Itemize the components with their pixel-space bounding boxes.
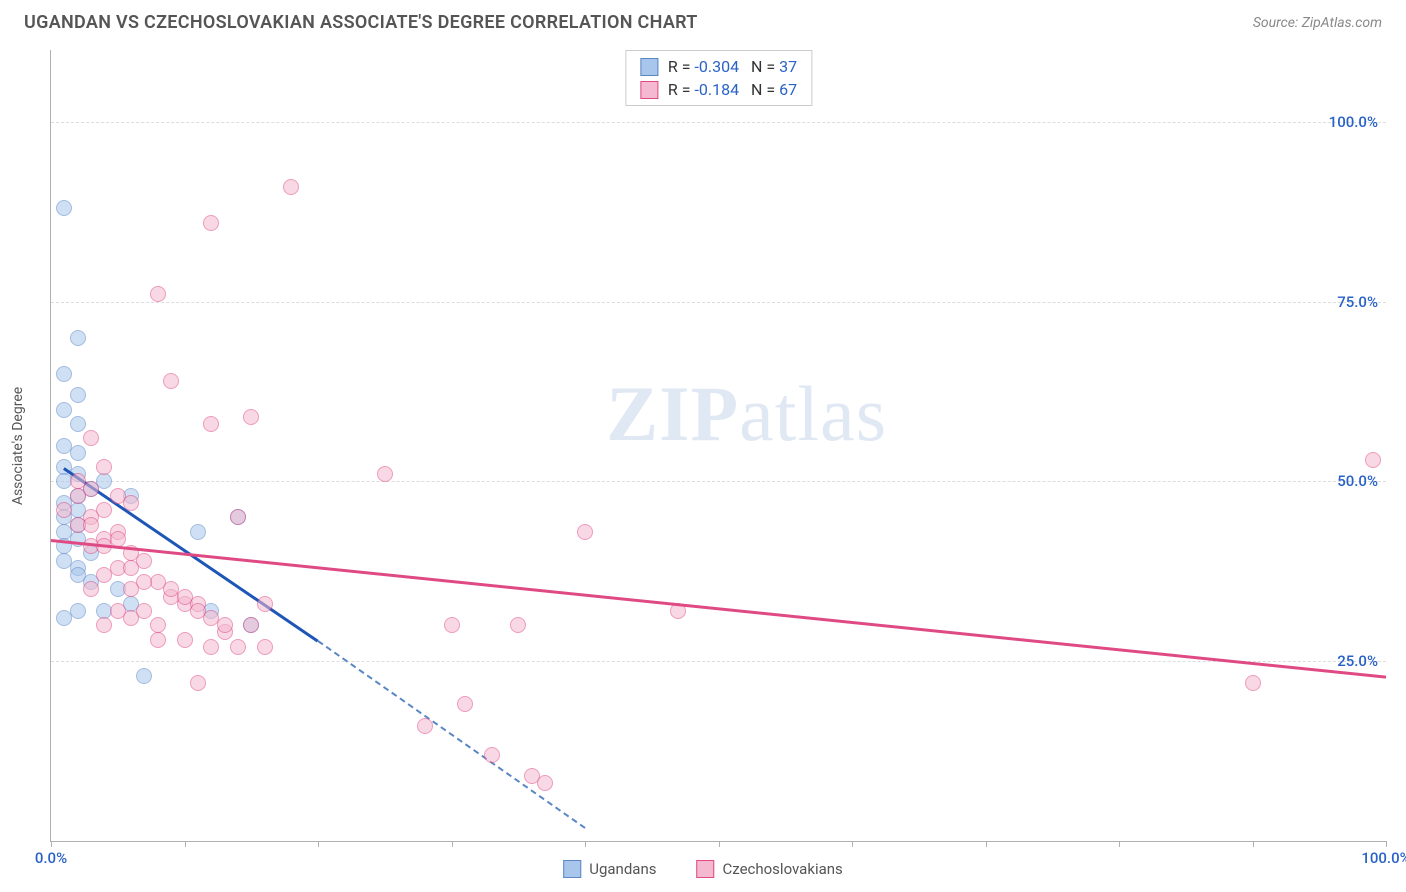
chart-title: UGANDAN VS CZECHOSLOVAKIAN ASSOCIATE'S D… xyxy=(24,12,698,33)
data-point xyxy=(243,409,259,425)
data-point xyxy=(163,373,179,389)
data-point xyxy=(56,502,72,518)
data-point xyxy=(230,639,246,655)
x-tick xyxy=(452,841,453,847)
data-point xyxy=(510,617,526,633)
gridline xyxy=(51,661,1386,662)
source-attribution: Source: ZipAtlas.com xyxy=(1253,15,1382,31)
x-tick xyxy=(585,841,586,847)
series-legend: Ugandans Czechoslovakians xyxy=(563,860,843,878)
data-point xyxy=(96,567,112,583)
legend-swatch xyxy=(640,58,658,76)
legend-stat-text: R = -0.304 N = 37 xyxy=(668,57,797,76)
watermark: ZIPatlas xyxy=(606,369,887,459)
x-tick xyxy=(318,841,319,847)
data-point xyxy=(123,560,139,576)
data-point xyxy=(257,639,273,655)
y-tick-label: 75.0% xyxy=(1337,293,1378,311)
source-prefix: Source: xyxy=(1253,15,1302,31)
y-tick-label: 50.0% xyxy=(1337,472,1378,490)
data-point xyxy=(537,775,553,791)
data-point xyxy=(417,718,433,734)
data-point xyxy=(123,610,139,626)
chart-plot-area: ZIPatlas R = -0.304 N = 37 R = -0.184 N =… xyxy=(50,50,1386,842)
y-axis-label: Associate's Degree xyxy=(10,387,26,505)
data-point xyxy=(150,632,166,648)
x-tick xyxy=(986,841,987,847)
legend-series-item: Czechoslovakians xyxy=(696,860,842,878)
data-point xyxy=(484,747,500,763)
data-point xyxy=(56,402,72,418)
data-point xyxy=(177,589,193,605)
legend-stat-text: R = -0.184 N = 67 xyxy=(668,80,797,99)
data-point xyxy=(243,617,259,633)
data-point xyxy=(56,200,72,216)
data-point xyxy=(190,603,206,619)
gridline xyxy=(51,481,1386,482)
data-point xyxy=(1365,452,1381,468)
gridline xyxy=(51,302,1386,303)
data-point xyxy=(123,495,139,511)
data-point xyxy=(230,509,246,525)
data-point xyxy=(203,215,219,231)
chart-header: UGANDAN VS CZECHOSLOVAKIAN ASSOCIATE'S D… xyxy=(0,0,1406,41)
y-tick-label: 25.0% xyxy=(1337,652,1378,670)
data-point xyxy=(1245,675,1261,691)
data-point xyxy=(177,632,193,648)
x-tick xyxy=(852,841,853,847)
data-point xyxy=(377,466,393,482)
source-name: ZipAtlas.com xyxy=(1302,15,1382,31)
legend-swatch xyxy=(563,860,581,878)
data-point xyxy=(577,524,593,540)
data-point xyxy=(83,430,99,446)
data-point xyxy=(83,581,99,597)
data-point xyxy=(203,416,219,432)
data-point xyxy=(136,668,152,684)
x-tick-label: 0.0% xyxy=(35,849,67,867)
data-point xyxy=(203,639,219,655)
legend-series-label: Czechoslovakians xyxy=(722,860,842,878)
x-tick xyxy=(185,841,186,847)
data-point xyxy=(136,574,152,590)
data-point xyxy=(70,330,86,346)
trend-line-extension xyxy=(317,640,585,829)
x-tick xyxy=(1253,841,1254,847)
data-point xyxy=(70,416,86,432)
legend-correlation-row: R = -0.184 N = 67 xyxy=(640,78,797,101)
x-tick xyxy=(51,841,52,847)
legend-swatch xyxy=(640,81,658,99)
watermark-bold: ZIP xyxy=(606,370,739,457)
x-tick-label: 100.0% xyxy=(1361,849,1406,867)
legend-swatch xyxy=(696,860,714,878)
watermark-light: atlas xyxy=(739,370,887,457)
plot-region: ZIPatlas R = -0.304 N = 37 R = -0.184 N =… xyxy=(50,50,1386,842)
data-point xyxy=(257,596,273,612)
data-point xyxy=(217,617,233,633)
data-point xyxy=(283,179,299,195)
y-tick-label: 100.0% xyxy=(1329,113,1378,131)
data-point xyxy=(457,696,473,712)
data-point xyxy=(70,387,86,403)
x-tick xyxy=(1119,841,1120,847)
data-point xyxy=(96,459,112,475)
legend-series-label: Ugandans xyxy=(589,860,656,878)
data-point xyxy=(56,366,72,382)
data-point xyxy=(70,488,86,504)
legend-correlation-row: R = -0.304 N = 37 xyxy=(640,55,797,78)
data-point xyxy=(56,610,72,626)
x-tick xyxy=(719,841,720,847)
data-point xyxy=(70,567,86,583)
data-point xyxy=(96,617,112,633)
data-point xyxy=(190,524,206,540)
data-point xyxy=(83,517,99,533)
x-tick xyxy=(1386,841,1387,847)
data-point xyxy=(150,286,166,302)
gridline xyxy=(51,122,1386,123)
correlation-legend: R = -0.304 N = 37 R = -0.184 N = 67 xyxy=(625,50,812,106)
data-point xyxy=(70,445,86,461)
legend-series-item: Ugandans xyxy=(563,860,656,878)
data-point xyxy=(190,675,206,691)
data-point xyxy=(444,617,460,633)
trend-line xyxy=(51,539,1386,678)
